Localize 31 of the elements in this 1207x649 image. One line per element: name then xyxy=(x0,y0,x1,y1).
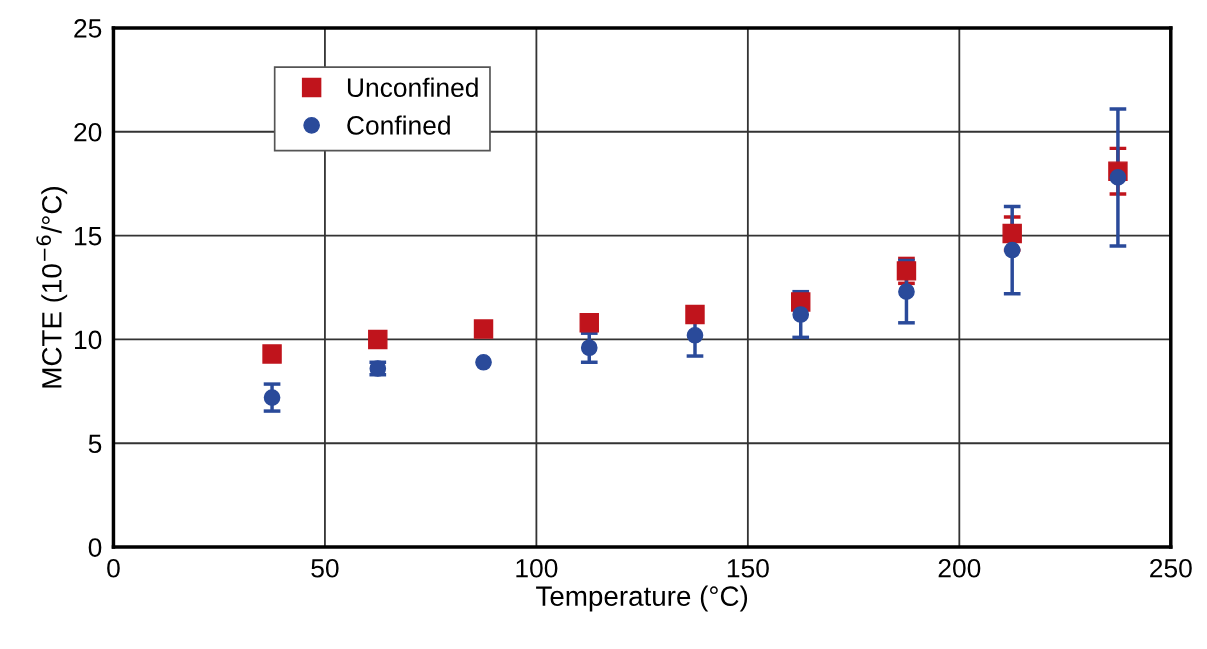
y-tick-label: 25 xyxy=(74,19,102,38)
x-tick-label: 50 xyxy=(311,558,339,578)
x-tick-label: 0 xyxy=(107,558,120,578)
y-tick-label: 15 xyxy=(75,226,102,246)
point xyxy=(686,326,704,344)
point xyxy=(580,339,598,357)
point xyxy=(473,319,494,339)
point xyxy=(475,353,492,371)
x-tick-label: 150 xyxy=(727,558,769,578)
y-tick-label: 10 xyxy=(75,330,102,350)
point xyxy=(262,344,282,364)
point xyxy=(685,304,705,325)
point xyxy=(792,306,810,323)
x-tick-label: 200 xyxy=(938,558,981,578)
point xyxy=(1003,241,1021,259)
point xyxy=(1109,169,1127,186)
y-axis-title: MCTE (10$^{−6}$/°C) xyxy=(36,187,68,388)
x-tick-label: 100 xyxy=(516,558,558,578)
y-tick-label: 20 xyxy=(74,122,102,142)
legend-label: Unconfined xyxy=(347,77,478,97)
point xyxy=(579,313,599,333)
point xyxy=(896,261,917,281)
point xyxy=(898,283,915,300)
legend-label: Confined xyxy=(347,115,450,135)
x-tick-label: 250 xyxy=(1150,558,1192,578)
point xyxy=(263,389,281,406)
y-tick-label: 0 xyxy=(88,538,102,557)
point xyxy=(1002,223,1022,244)
point xyxy=(368,329,388,350)
x-axis-title: Temperature (°C) xyxy=(536,585,748,612)
y-tick-label: 5 xyxy=(88,434,102,454)
